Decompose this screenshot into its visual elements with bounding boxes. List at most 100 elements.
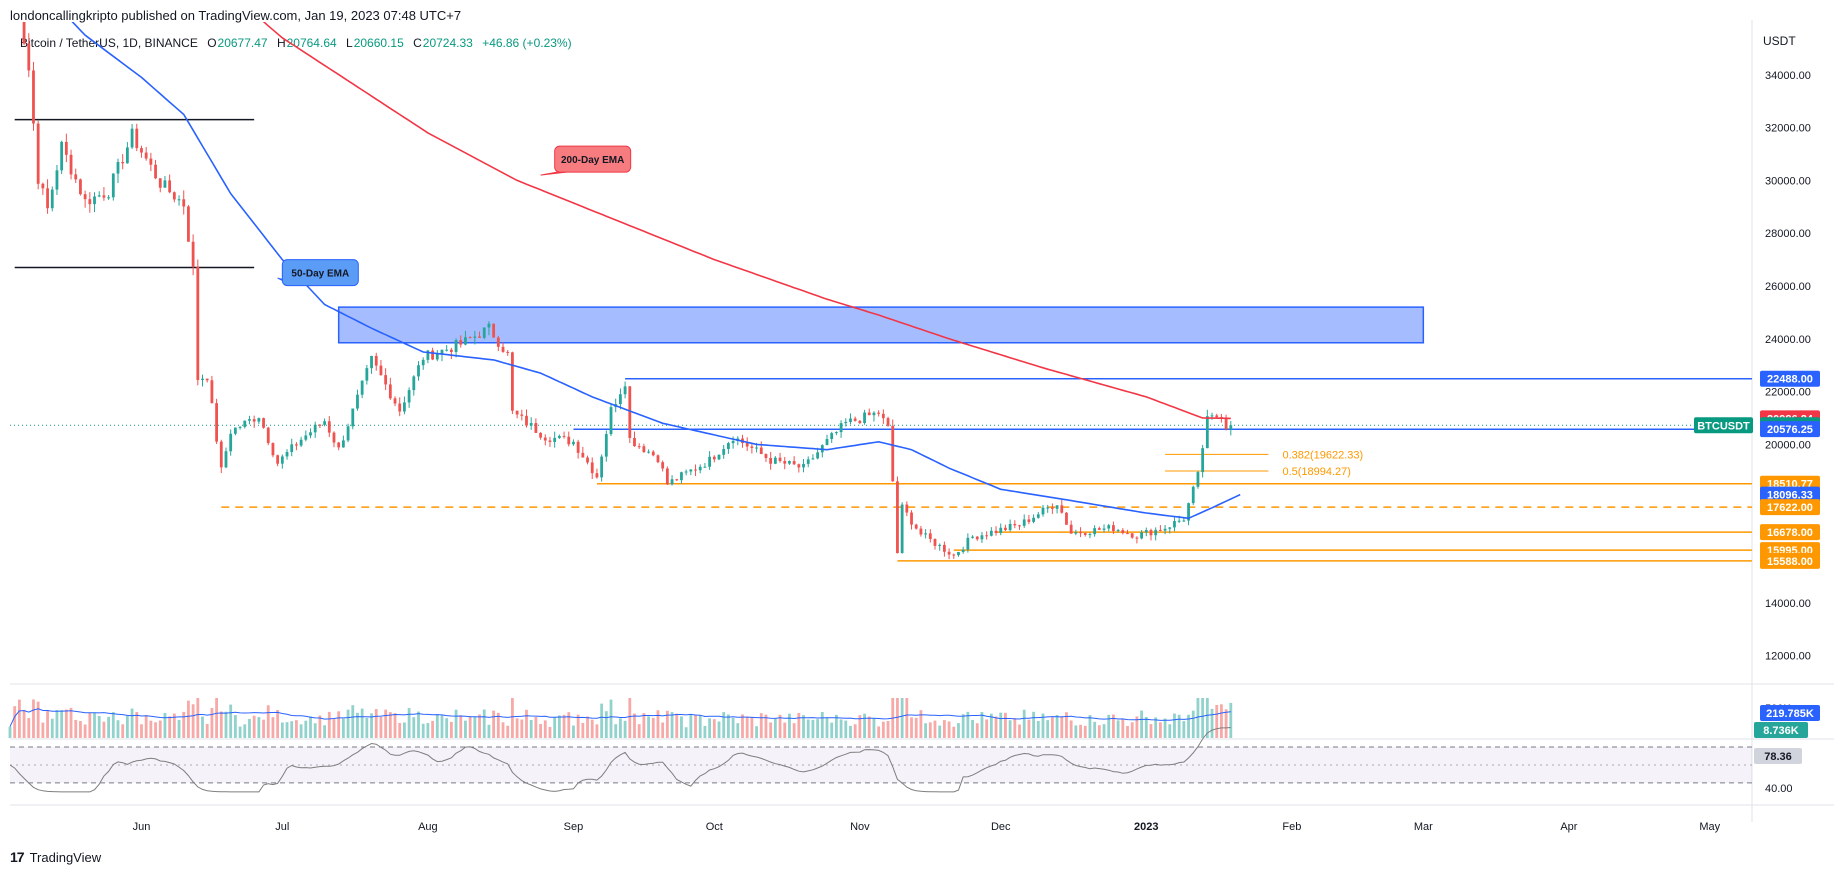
candle-body xyxy=(417,365,420,377)
symbol-name[interactable]: Bitcoin / TetherUS, 1D, BINANCE xyxy=(20,36,198,50)
volume-bar xyxy=(379,716,383,738)
candle-body xyxy=(46,188,49,209)
candle-body xyxy=(1163,528,1167,531)
volume-bar xyxy=(41,722,45,738)
candle-body xyxy=(642,446,646,453)
volume-bar xyxy=(158,720,162,738)
candle xyxy=(656,454,660,464)
volume-bar xyxy=(952,726,956,738)
candle-body xyxy=(604,434,608,457)
candle xyxy=(853,416,857,422)
candle-body xyxy=(374,355,378,366)
candle xyxy=(975,535,979,541)
volume-bar xyxy=(13,706,17,738)
volume-bar xyxy=(872,718,876,738)
volume-bar xyxy=(1107,714,1111,738)
candle xyxy=(219,439,223,474)
candle xyxy=(337,441,341,451)
candle-body xyxy=(233,427,237,434)
volume-bar xyxy=(149,720,153,738)
candle-body xyxy=(398,403,402,412)
candle xyxy=(1074,529,1078,536)
rsi-line xyxy=(9,727,1231,793)
volume-bar xyxy=(370,713,373,738)
open-key: O xyxy=(207,36,217,50)
candle-body xyxy=(957,552,960,556)
volume-bar xyxy=(252,715,256,738)
candle xyxy=(572,439,575,446)
volume-bar xyxy=(989,713,993,738)
callout-box xyxy=(281,259,359,287)
volume-bar xyxy=(985,719,989,738)
candle-body xyxy=(384,375,388,385)
candle-body xyxy=(1102,528,1106,530)
y-tick-label-7: 20000.00 xyxy=(1765,439,1811,451)
volume-bar xyxy=(1065,712,1068,738)
volume-bar xyxy=(464,720,467,738)
candle xyxy=(158,178,162,193)
volume-bar xyxy=(1168,724,1172,738)
candle-body xyxy=(952,554,956,556)
volume-bar xyxy=(825,717,829,738)
x-tick-label-0: Jun xyxy=(133,821,151,833)
candle xyxy=(1079,527,1082,538)
volume-bar xyxy=(417,711,420,738)
volume-bar xyxy=(515,718,519,738)
candle xyxy=(102,187,106,201)
candle xyxy=(773,456,777,465)
volume-bar xyxy=(323,725,326,738)
candle xyxy=(647,449,650,454)
volume-bar xyxy=(933,720,937,738)
candle xyxy=(1027,514,1031,525)
price-label-text: 22488.00 xyxy=(1767,374,1813,386)
candle xyxy=(698,464,702,474)
candle xyxy=(468,336,472,339)
volume-bar xyxy=(445,718,449,738)
callout-label: 50-Day EMA xyxy=(291,269,349,280)
candle-body xyxy=(938,544,942,546)
volume-bar xyxy=(675,713,679,738)
candle xyxy=(191,234,195,276)
candle xyxy=(398,397,402,417)
candle xyxy=(304,430,308,442)
x-tick-label-7: 2023 xyxy=(1134,821,1158,833)
candle-body xyxy=(773,457,777,464)
volume-bar xyxy=(759,713,763,738)
candle xyxy=(163,176,167,188)
candle-body xyxy=(703,466,707,468)
candle xyxy=(229,429,233,456)
candle-body xyxy=(506,351,510,353)
candle-body xyxy=(149,158,153,165)
candle xyxy=(900,502,904,554)
volume-bar xyxy=(961,714,965,738)
candle-body xyxy=(717,454,721,460)
volume-bar xyxy=(651,717,655,738)
volume-bar xyxy=(32,699,35,738)
tradingview-brand[interactable]: 17 TradingView xyxy=(10,849,101,865)
volume-bar xyxy=(633,713,636,738)
callout-1: 50-Day EMA xyxy=(277,259,359,287)
candle xyxy=(661,460,665,472)
candle xyxy=(1149,528,1153,541)
candle-body xyxy=(792,461,796,465)
candle-body xyxy=(313,424,317,433)
candle xyxy=(407,387,411,408)
candle xyxy=(797,463,801,473)
candle-body xyxy=(295,444,298,446)
candle-body xyxy=(327,421,331,433)
candle-body xyxy=(1032,517,1036,522)
candle xyxy=(750,444,754,454)
candle xyxy=(172,191,176,203)
candle xyxy=(140,145,143,158)
candle-body xyxy=(595,473,599,478)
candle xyxy=(1065,512,1068,525)
volume-bar xyxy=(834,714,838,738)
candle-body xyxy=(454,340,458,352)
volume-bar xyxy=(576,714,580,738)
candle-body xyxy=(1018,525,1021,527)
volume-bar xyxy=(1173,713,1176,738)
volume-bar xyxy=(266,705,270,738)
candle-body xyxy=(980,535,984,540)
candle xyxy=(595,468,599,479)
